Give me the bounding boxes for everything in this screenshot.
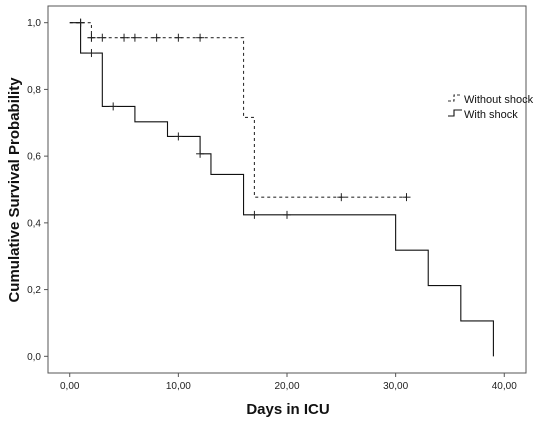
series-line-without-shock [69, 22, 407, 198]
censor-mark [109, 102, 118, 111]
y-tick-label: 0,4 [27, 218, 41, 229]
censor-mark [174, 132, 183, 141]
y-tick-label: 0,6 [27, 152, 41, 163]
y-axis-title: Cumulative Survival Probability [6, 77, 23, 303]
legend-symbol [448, 109, 462, 117]
censor-mark [283, 210, 291, 219]
x-tick-label: 10,00 [166, 381, 191, 392]
censor-mark [120, 33, 129, 42]
legend-label: With shock [464, 109, 518, 121]
y-tick-label: 0,2 [27, 285, 41, 296]
censor-mark [130, 33, 139, 42]
x-axis-title: Days in ICU [246, 401, 329, 418]
censor-mark [402, 193, 411, 202]
censor-mark [196, 149, 205, 158]
legend-symbol [448, 94, 462, 102]
x-tick-label: 0,00 [60, 381, 80, 392]
y-tick-label: 0,8 [27, 85, 41, 96]
plot-frame [47, 5, 527, 374]
censor-mark [337, 193, 346, 202]
censor-mark [87, 33, 96, 42]
censor-mark [174, 33, 183, 42]
censor-mark [196, 33, 205, 42]
censor-mark [98, 33, 107, 42]
y-tick-label: 0,0 [27, 352, 41, 363]
y-tick-label: 1,0 [27, 18, 41, 29]
series-line-with-shock [69, 22, 494, 357]
censor-mark [250, 210, 259, 219]
plot-border [47, 5, 527, 374]
legend: Without shock With shock [448, 94, 534, 121]
y-axis-ticks: 0,0 0,2 0,4 0,6 0,8 1,0 [27, 18, 48, 363]
series-layer [69, 18, 494, 357]
x-axis-ticks: 0,00 10,00 20,00 30,00 40,00 [60, 373, 517, 392]
censor-mark [87, 49, 96, 58]
legend-label: Without shock [464, 94, 534, 106]
x-tick-label: 30,00 [383, 381, 408, 392]
censor-mark [76, 18, 85, 27]
x-tick-label: 20,00 [274, 381, 299, 392]
censor-mark [152, 33, 161, 42]
x-tick-label: 40,00 [492, 381, 517, 392]
